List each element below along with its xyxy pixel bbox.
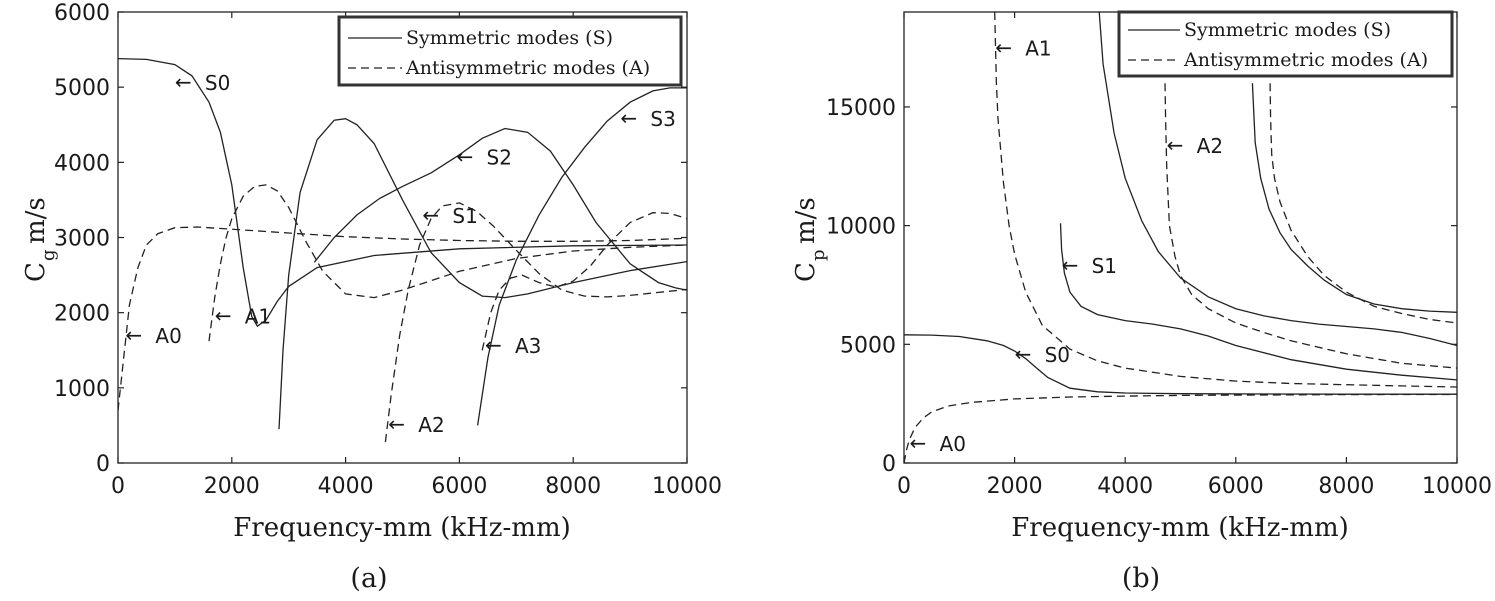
- legend-box-b: [1117, 10, 1454, 78]
- series-s3-line-b: [1251, 83, 1457, 313]
- annotation-arrow-s1-b: ←: [1062, 253, 1079, 277]
- x-axis-label-b: Frequency-mm (kHz-mm): [1011, 513, 1349, 543]
- series-s2-line-b: [1098, 12, 1457, 347]
- x-tick-label-a: 0: [111, 474, 125, 499]
- annotation-label-s2-a: S2: [487, 145, 512, 169]
- x-tick-label-b: 4000: [1097, 474, 1153, 499]
- plot-area-a: [117, 11, 688, 464]
- series-s1-line-b: [1059, 223, 1457, 381]
- series-a3-line-b: [1269, 83, 1457, 324]
- annotation-arrow-a1-a: ←: [215, 304, 232, 328]
- annotation-arrow-s3-a: ←: [620, 106, 637, 130]
- y-tick-label-a: 0: [96, 452, 110, 477]
- x-tick-label-b: 0: [897, 474, 911, 499]
- x-tick-label-b: 8000: [1318, 474, 1374, 499]
- plot-area-b: [903, 11, 1458, 464]
- y-tick-label-b: 10000: [826, 215, 896, 240]
- annotation-label-s0-a: S0: [205, 71, 230, 95]
- annotation-label-a3-a: A3: [515, 334, 541, 358]
- annotation-label-a0-b: A0: [940, 432, 966, 456]
- y-tick-label-b: 0: [882, 452, 896, 477]
- annotation-arrow-s1-a: ←: [422, 203, 439, 227]
- y-tick-label-a: 5000: [54, 76, 110, 101]
- y-tick-label-a: 6000: [54, 1, 110, 26]
- series-s2-line-a: [313, 127, 687, 291]
- annotation-arrow-a2-b: ←: [1167, 133, 1184, 157]
- annotation-label-a1-b: A1: [1025, 37, 1051, 61]
- legend-b: Symmetric modes (S) Antisymmetric modes …: [1117, 10, 1454, 78]
- series-s1-line-a: [278, 118, 687, 430]
- panel-caption-a: (a): [350, 563, 387, 594]
- series-layer-b: [904, 12, 1457, 463]
- annotation-arrow-a2-a: ←: [388, 412, 405, 436]
- annotation-label-a1-a: A1: [245, 305, 271, 329]
- series-s0-line-b: [904, 334, 1457, 395]
- y-tick-label-a: 3000: [54, 227, 110, 252]
- series-a0-line-b: [904, 393, 1457, 463]
- annotation-label-a2-a: A2: [418, 413, 444, 437]
- x-tick-label-b: 10000: [1422, 474, 1492, 499]
- annotation-arrow-a0-a: ←: [125, 323, 142, 347]
- series-a2-line-a: [384, 202, 687, 443]
- annotation-label-a2-b: A2: [1197, 134, 1223, 158]
- annotation-label-s1-b: S1: [1092, 254, 1117, 278]
- y-tick-label-b: 15000: [826, 96, 896, 121]
- annotation-arrow-a1-b: ←: [995, 36, 1012, 60]
- series-a2-line-b: [1164, 83, 1457, 369]
- series-s0-line-a: [118, 57, 687, 328]
- annotation-label-s3-a: S3: [650, 107, 675, 131]
- annotations-a: ← S0 ← A1 ← A0 ← S2 ← S1 ← A2 ← A3 ← S3: [125, 70, 675, 437]
- y-tick-label-a: 1000: [54, 377, 110, 402]
- series-a1-line-b: [994, 12, 1457, 388]
- legend-a: Symmetric modes (S) Antisymmetric modes …: [337, 15, 683, 87]
- annotation-arrow-s0-a: ←: [175, 70, 192, 94]
- annotation-label-s1-a: S1: [452, 204, 477, 228]
- annotation-arrow-s0-b: ←: [1015, 342, 1032, 366]
- x-axis-label-a: Frequency-mm (kHz-mm): [233, 513, 571, 543]
- y-axis-unit-a: m/s: [21, 197, 51, 244]
- ticks-a: 0 2000 4000 6000 8000 10000 0 1000 2000 3000 4000 5…: [54, 1, 722, 499]
- y-axis-subscript-b: p: [808, 249, 829, 261]
- legend-entry-antisymmetric-b: Antisymmetric modes (A): [1183, 49, 1428, 71]
- x-tick-label-b: 6000: [1208, 474, 1264, 499]
- panel-b: ← A1 ← A2 ← S1 ← S0 ← A0 0 2000 4000 6000 8000 10000 0 5…: [791, 10, 1492, 594]
- annotation-arrow-s2-a: ←: [457, 144, 474, 168]
- y-axis-label-b: C p m/s: [791, 197, 829, 282]
- y-tick-label-a: 4000: [54, 151, 110, 176]
- panel-caption-b: (b): [1122, 563, 1160, 594]
- y-axis-symbol-a: C: [21, 262, 51, 282]
- ticks-b: 0 2000 4000 6000 8000 10000 0 5000 10000 15000: [826, 12, 1492, 499]
- x-tick-label-b: 2000: [987, 474, 1043, 499]
- y-axis-label-a: C g m/s: [21, 197, 59, 282]
- y-axis-unit-b: m/s: [791, 197, 821, 244]
- annotation-arrow-a3-a: ←: [485, 333, 502, 357]
- x-tick-label-a: 6000: [431, 474, 487, 499]
- x-tick-label-a: 4000: [318, 474, 374, 499]
- y-axis-symbol-b: C: [791, 262, 821, 282]
- series-layer-a: [118, 57, 687, 443]
- annotation-arrow-a0-b: ←: [910, 431, 927, 455]
- y-tick-label-a: 2000: [54, 302, 110, 327]
- series-a3-line-a: [481, 212, 687, 351]
- annotation-label-s0-b: S0: [1045, 343, 1070, 367]
- legend-entry-symmetric-a: Symmetric modes (S): [406, 27, 613, 49]
- y-axis-subscript-a: g: [38, 249, 59, 261]
- legend-entry-antisymmetric-a: Antisymmetric modes (A): [405, 57, 650, 79]
- panel-a: ← S0 ← A1 ← A0 ← S2 ← S1 ← A2 ← A3 ← S3 0 2000 4000 6000 80…: [21, 1, 722, 594]
- legend-entry-symmetric-b: Symmetric modes (S): [1184, 19, 1391, 41]
- x-tick-label-a: 8000: [545, 474, 601, 499]
- series-a1-line-a: [208, 184, 687, 342]
- series-a0-line-a: [118, 226, 687, 411]
- annotation-label-a0-a: A0: [155, 324, 181, 348]
- annotations-b: ← A1 ← A2 ← S1 ← S0 ← A0: [910, 36, 1224, 456]
- x-tick-label-a: 10000: [652, 474, 722, 499]
- y-tick-label-b: 5000: [840, 333, 896, 358]
- x-tick-label-a: 2000: [204, 474, 260, 499]
- legend-box-a: [337, 15, 683, 87]
- series-s3-line-a: [476, 87, 687, 426]
